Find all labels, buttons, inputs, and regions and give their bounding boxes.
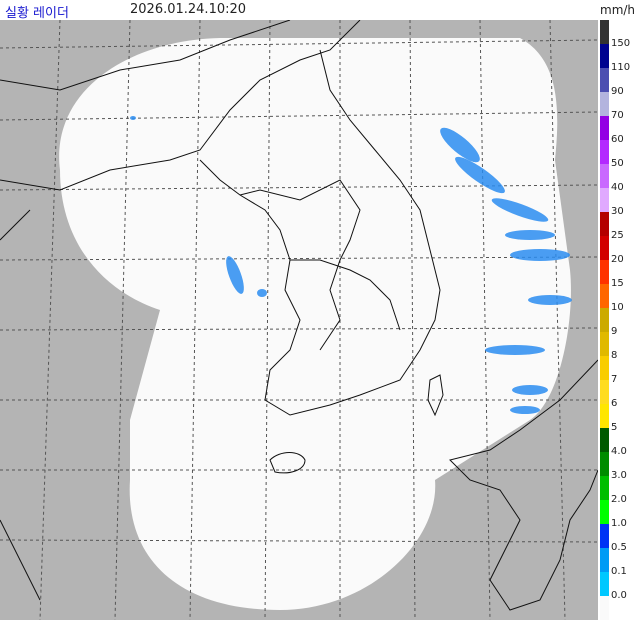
legend-label: 60 — [611, 134, 624, 145]
grid — [0, 20, 598, 620]
legend: 150 110 90 70 60 50 40 30 25 20 15 10 9 8 7 6 5 4.0 3.0 2.0… — [598, 20, 635, 620]
legend-swatch — [600, 452, 609, 476]
legend-swatch — [600, 140, 609, 164]
legend-swatch — [600, 356, 609, 380]
legend-swatch — [600, 260, 609, 284]
legend-label: 150 — [611, 38, 631, 49]
legend-label: 10 — [611, 302, 624, 313]
title: 실황 레이더 — [5, 6, 69, 21]
coverage — [59, 38, 571, 610]
coastline — [0, 20, 598, 611]
legend-label: 50 — [611, 158, 624, 169]
legend-label: 110 — [611, 62, 631, 73]
legend-label: 6 — [611, 398, 618, 409]
legend-swatch — [600, 44, 609, 68]
timestamp: 2026.01.24.10:20 — [130, 2, 247, 17]
legend-swatch — [600, 164, 609, 188]
legend-label: 20 — [611, 254, 624, 265]
unit: mm/h — [600, 3, 635, 17]
legend-label: 25 — [611, 230, 624, 241]
legend-label: 90 — [611, 86, 624, 97]
legend-swatch — [600, 68, 609, 92]
legend-swatch — [600, 308, 609, 332]
echoes — [130, 116, 572, 414]
legend-label: 8 — [611, 350, 618, 361]
legend-swatch — [600, 524, 609, 548]
legend-swatch — [600, 404, 609, 428]
legend-swatch — [600, 380, 609, 404]
legend-swatch — [600, 548, 609, 572]
legend-swatch — [600, 212, 609, 236]
legend-label: 1.0 — [611, 518, 627, 529]
legend-swatch — [600, 20, 609, 44]
legend-label: 4.0 — [611, 446, 627, 457]
legend-swatch — [600, 236, 609, 260]
legend-swatch — [600, 500, 609, 524]
radar-map — [0, 20, 598, 620]
legend-swatch — [600, 428, 609, 452]
legend-label: 2.0 — [611, 494, 627, 505]
legend-label: 30 — [611, 206, 624, 217]
legend-swatch — [600, 332, 609, 356]
legend-swatch — [600, 116, 609, 140]
legend-label: 70 — [611, 110, 624, 121]
legend-label: 9 — [611, 326, 618, 337]
legend-label: 5 — [611, 422, 618, 433]
legend-swatch — [600, 476, 609, 500]
legend-swatch — [600, 92, 609, 116]
legend-swatch — [600, 284, 609, 308]
legend-label: 7 — [611, 374, 618, 385]
legend-label: 0.0 — [611, 590, 627, 601]
legend-swatch — [600, 188, 609, 212]
legend-swatch — [600, 572, 609, 596]
legend-label: 40 — [611, 182, 624, 193]
legend-label: 0.5 — [611, 542, 627, 553]
legend-label: 15 — [611, 278, 624, 289]
legend-label: 0.1 — [611, 566, 627, 577]
legend-label: 3.0 — [611, 470, 627, 481]
header: 실황 레이더 2026.01.24.10:20 mm/h — [0, 0, 635, 21]
legend-swatch — [600, 596, 609, 620]
